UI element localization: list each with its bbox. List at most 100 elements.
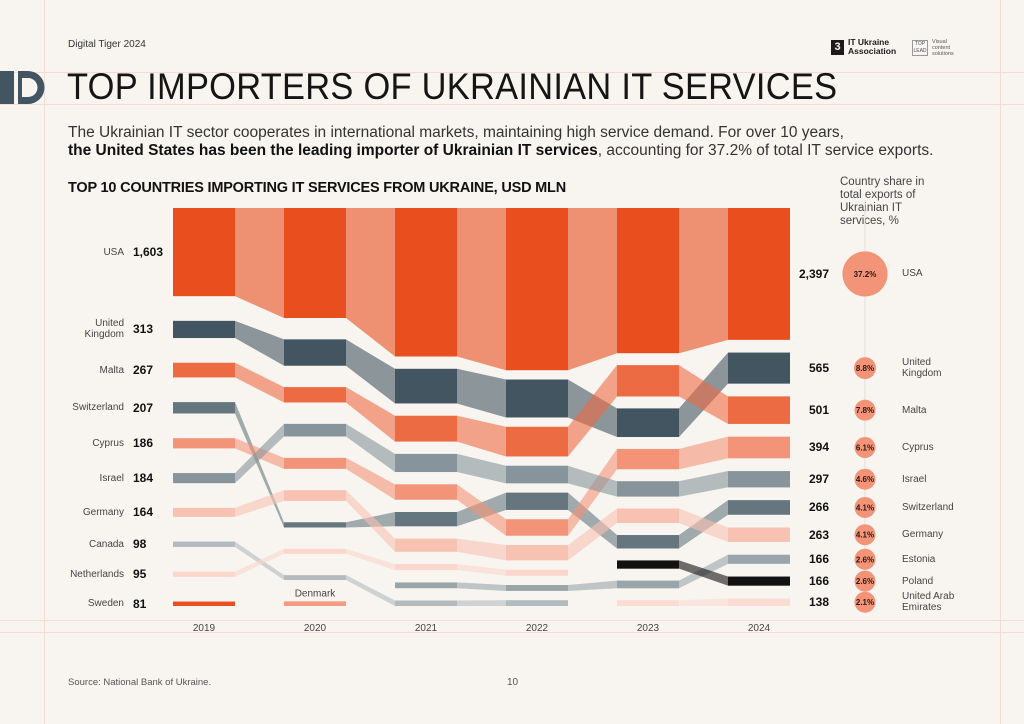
bar-united-arab-emirates-2023	[617, 600, 679, 606]
ribbon-malta-2023	[679, 365, 728, 424]
share-label: 6.1%	[856, 443, 874, 452]
share-label: 2.6%	[856, 577, 874, 586]
ribbon-germany-2021	[457, 538, 506, 561]
bar-cyprus-2022	[506, 519, 568, 536]
left-country-label: United Kingdom	[84, 318, 124, 341]
ribbon-israel-2020	[346, 423, 395, 473]
bar-canada-2019	[173, 541, 235, 547]
ribbon-cyprus-2023	[679, 436, 728, 470]
right-value-label: 138	[808, 595, 829, 610]
year-tick-label: 2023	[637, 623, 660, 634]
left-value-label: 95	[133, 567, 147, 582]
bar-switzerland-2024	[728, 500, 790, 515]
ribbon-estonia-2022	[568, 580, 617, 591]
right-country-label: Israel	[902, 473, 927, 485]
left-value-label: 81	[133, 596, 147, 611]
guide-line	[44, 0, 45, 724]
ribbon-estonia-2021	[457, 582, 506, 591]
ribbon-usa-2020	[346, 208, 395, 357]
bar-switzerland-2023	[617, 535, 679, 549]
ribbon-canada-2020	[346, 575, 395, 606]
left-value-label: 98	[133, 537, 147, 552]
brand-d-icon	[0, 71, 45, 104]
left-country-label: USA	[103, 246, 124, 258]
bar-cyprus-2023	[617, 448, 679, 470]
right-country-label: United Kingdom	[902, 357, 942, 380]
top-lead-logo: TOP LEAD Visual content solutions	[912, 39, 960, 57]
ribbon-malta-2020	[346, 387, 395, 442]
bar-netherlands-2019	[173, 571, 235, 577]
bar-canada-2020	[284, 575, 346, 580]
bar-malta-2020	[284, 387, 346, 403]
year-tick-label: 2024	[748, 623, 771, 634]
ribbon-netherlands-2021	[457, 564, 506, 576]
bar-united-kingdom-2019	[173, 320, 235, 339]
intro-text: The Ukrainian IT sector cooperates in in…	[68, 124, 968, 160]
bar-estonia-2021	[395, 582, 457, 589]
right-value-label: 266	[808, 500, 829, 515]
bar-usa-2020	[284, 208, 346, 318]
share-label: 8.8%	[856, 364, 874, 373]
ribbon-cyprus-2020	[346, 457, 395, 500]
ribbon-usa-2022	[568, 208, 617, 371]
bar-united-arab-emirates-2024	[728, 598, 790, 606]
right-country-label: Germany	[902, 529, 944, 541]
ribbons	[235, 208, 728, 606]
year-tick-label: 2020	[304, 623, 327, 634]
share-note: Country share in total exports of Ukrain…	[840, 176, 925, 227]
ribbon-malta-2019	[235, 362, 284, 403]
bar-germany-2022	[506, 544, 568, 561]
share-label: 2.6%	[856, 555, 874, 564]
ribbon-israel-2022	[568, 465, 617, 497]
bar-israel-2024	[728, 471, 790, 488]
left-country-label: Sweden	[87, 598, 124, 610]
left-value-label: 186	[133, 436, 154, 451]
ribbon-united-kingdom-2020	[346, 339, 395, 404]
bar-usa-2023	[617, 208, 679, 354]
bar-malta-2021	[395, 415, 457, 442]
bar-switzerland-2020	[284, 522, 346, 528]
right-value-label: 2,397	[798, 266, 829, 281]
ribbon-germany-2022	[568, 508, 617, 561]
ribbon-cyprus-2022	[568, 448, 617, 536]
ribbon-canada-2021	[457, 600, 506, 606]
bar-malta-2023	[617, 365, 679, 397]
intro-rest: , accounting for 37.2% of total IT servi…	[597, 142, 934, 159]
ita-logo-text: IT Ukraine Association	[848, 37, 897, 56]
intro-bold: the United States has been the leading i…	[68, 142, 598, 159]
ribbon-israel-2019	[235, 423, 284, 484]
bar-estonia-2024	[728, 554, 790, 564]
bar-cyprus-2020	[284, 457, 346, 469]
guide-line	[0, 72, 1024, 73]
bar-estonia-2022	[506, 585, 568, 591]
bar-switzerland-2022	[506, 492, 568, 510]
bar-united-kingdom-2024	[728, 352, 790, 384]
share-label: 4.6%	[856, 475, 874, 484]
ribbon-united-kingdom-2019	[235, 320, 284, 366]
share-label: 2.1%	[856, 598, 874, 607]
right-value-label: 297	[808, 472, 829, 487]
bar-usa-2021	[395, 208, 457, 357]
ribbon-cyprus-2021	[457, 484, 506, 536]
bar-germany-2019	[173, 507, 235, 517]
chart-title: TOP 10 COUNTRIES IMPORTING IT SERVICES F…	[68, 180, 566, 196]
left-value-label: 184	[133, 471, 154, 486]
left-value-label: 1,603	[133, 245, 164, 260]
bar-israel-2022	[506, 465, 568, 484]
bar-germany-2024	[728, 527, 790, 542]
ribbon-germany-2020	[346, 490, 395, 552]
bar-germany-2023	[617, 508, 679, 524]
left-country-label: Netherlands	[70, 568, 124, 580]
left-value-label: 267	[133, 363, 154, 378]
right-country-label: United Arab Emirates	[902, 591, 955, 614]
right-value-label: 565	[808, 361, 829, 376]
ribbon-israel-2021	[457, 453, 506, 484]
ribbon-united-kingdom-2021	[457, 368, 506, 418]
bar-sweden-2019	[173, 601, 235, 606]
intro-line1: The Ukrainian IT sector cooperates in in…	[68, 124, 844, 141]
bar-germany-2021	[395, 538, 457, 552]
bar-canada-2022	[506, 600, 568, 606]
ribbon-germany-2019	[235, 490, 284, 517]
bar-netherlands-2022	[506, 569, 568, 576]
